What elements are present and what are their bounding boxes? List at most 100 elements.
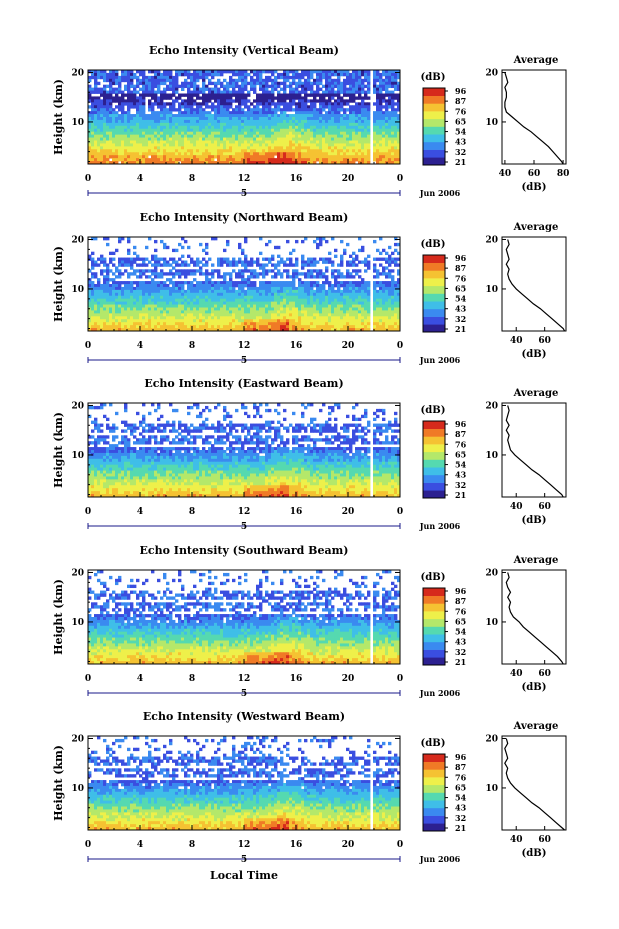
heatmap-cell: [379, 108, 383, 112]
heatmap-cell: [265, 289, 269, 294]
heatmap-cell: [235, 122, 239, 127]
heatmap-cell: [223, 161, 227, 165]
heatmap-cell: [187, 155, 191, 159]
heatmap-cell: [319, 152, 323, 156]
heatmap-cell: [127, 251, 131, 256]
heatmap-cell: [379, 75, 383, 80]
heatmap-cell: [214, 310, 218, 314]
heatmap-cell: [130, 307, 134, 311]
heatmap-cell: [256, 108, 260, 112]
heatmap-cell: [262, 152, 266, 156]
heatmap-cell: [214, 307, 218, 311]
heatmap-cell: [379, 102, 383, 106]
heatmap-cell: [226, 93, 230, 97]
heatmap-cell: [97, 140, 101, 144]
heatmap-cell: [172, 152, 176, 156]
heatmap-cell: [277, 245, 281, 250]
heatmap-cell: [112, 117, 116, 121]
heatmap-cell: [397, 102, 401, 106]
heatmap-cell: [247, 111, 251, 115]
heatmap-cell: [271, 301, 275, 305]
heatmap-cell: [292, 93, 296, 97]
heatmap-cell: [124, 87, 128, 91]
heatmap-cell: [241, 78, 245, 83]
heatmap-cell: [175, 149, 179, 153]
heatmap-cell: [199, 111, 203, 115]
heatmap-cell: [376, 272, 380, 276]
heatmap-cell: [181, 87, 185, 91]
heatmap-cell: [334, 313, 338, 317]
heatmap-cell: [250, 284, 254, 288]
heatmap-cell: [328, 72, 332, 77]
heatmap-cell: [376, 134, 380, 138]
heatmap-cell: [226, 313, 230, 317]
heatmap-cell: [169, 117, 173, 121]
heatmap-cell: [202, 93, 206, 97]
heatmap-cell: [391, 102, 395, 106]
heatmap-cell: [244, 304, 248, 308]
heatmap-cell: [304, 81, 308, 86]
heatmap-cell: [295, 81, 299, 86]
heatmap-cell: [130, 284, 134, 288]
heatmap-cell: [121, 78, 125, 83]
heatmap-cell: [199, 117, 203, 121]
heatmap-cell: [109, 134, 113, 138]
heatmap-cell: [223, 114, 227, 118]
heatmap-cell: [232, 286, 236, 291]
heatmap-cell: [307, 263, 311, 267]
heatmap-cell: [361, 298, 365, 303]
heatmap-cell: [223, 99, 227, 103]
heatmap-cell: [280, 99, 284, 103]
heatmap-cell: [91, 263, 95, 267]
heatmap-cell: [298, 292, 302, 297]
heatmap-cell: [97, 304, 101, 308]
heatmap-cell: [166, 96, 170, 100]
heatmap-cell: [178, 72, 182, 77]
heatmap-cell: [190, 281, 194, 285]
heatmap-cell: [184, 275, 188, 279]
heatmap-cell: [322, 307, 326, 311]
heatmap-cell: [151, 257, 155, 261]
heatmap-cell: [106, 161, 110, 165]
heatmap-cell: [244, 146, 248, 150]
heatmap-cell: [265, 146, 269, 150]
heatmap-cell: [259, 263, 263, 267]
heatmap-cell: [88, 75, 92, 80]
heatmap-cell: [313, 307, 317, 311]
heatmap-cell: [103, 111, 107, 115]
heatmap-cell: [205, 125, 209, 130]
heatmap-cell: [211, 114, 215, 118]
heatmap-cell: [277, 81, 281, 86]
heatmap-cell: [250, 119, 254, 124]
heatmap-cell: [268, 131, 272, 136]
heatmap-cell: [136, 275, 140, 279]
heatmap-cell: [106, 99, 110, 103]
heatmap-cell: [349, 81, 353, 86]
heatmap-cell: [235, 295, 239, 300]
heatmap-cell: [271, 161, 275, 165]
heatmap-cell: [319, 137, 323, 141]
heatmap-cell: [262, 275, 266, 279]
heatmap-cell: [256, 117, 260, 121]
heatmap-cell: [205, 70, 209, 74]
heatmap-cell: [214, 281, 218, 285]
heatmap-cell: [235, 158, 239, 162]
heatmap-cell: [268, 70, 272, 74]
heatmap-cell: [172, 143, 176, 147]
heatmap-cell: [391, 131, 395, 136]
heatmap-cell: [127, 70, 131, 74]
heatmap-cell: [160, 105, 164, 109]
heatmap-cell: [331, 155, 335, 159]
colorbar-swatch: [423, 118, 445, 127]
heatmap-cell: [337, 295, 341, 300]
heatmap-cell: [349, 78, 353, 83]
heatmap-cell: [289, 295, 293, 300]
heatmap-cell: [259, 146, 263, 150]
heatmap-cell: [97, 286, 101, 291]
heatmap-cell: [295, 158, 299, 162]
heatmap-cell: [358, 237, 362, 241]
heatmap-cell: [223, 143, 227, 147]
heatmap-cell: [115, 298, 119, 303]
heatmap-cell: [115, 313, 119, 317]
heatmap-cell: [205, 301, 209, 305]
